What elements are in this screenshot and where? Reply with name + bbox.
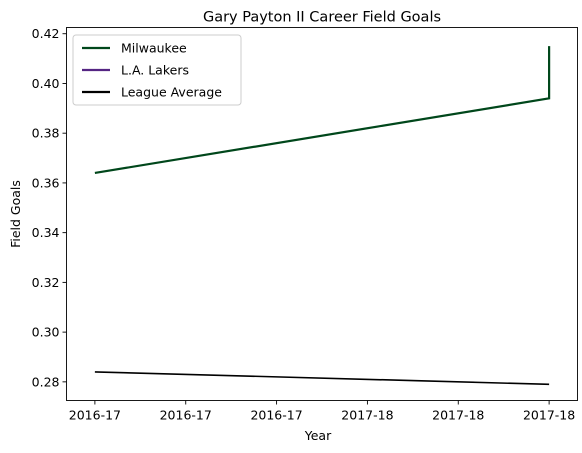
y-tick-label-2: 0.32 [32,275,60,290]
x-tick-label-4: 2017-18 [432,408,484,423]
y-axis: 0.28 0.30 0.32 0.34 0.36 0.38 0.40 0.42 [32,26,67,389]
plot-frame [66,27,578,401]
x-tick-label-3: 2017-18 [341,408,393,423]
legend-box [72,34,242,106]
y-tick-label-7: 0.42 [32,26,60,41]
y-tick-label-3: 0.34 [32,225,60,240]
legend-label-2: League Average [121,85,222,100]
legend-label-1: L.A. Lakers [121,63,189,78]
x-tick-label-0: 2016-17 [69,408,121,423]
series-line-2 [94,371,550,386]
chart-title: Gary Payton II Career Field Goals [203,10,441,26]
x-axis-label: Year [304,428,332,443]
x-tick-label-1: 2016-17 [160,408,212,423]
plot-area [94,46,551,386]
legend-label-0: Milwaukee [121,41,187,56]
x-tick-label-5: 2017-18 [523,408,575,423]
y-tick-label-0: 0.28 [32,374,60,389]
y-tick-label-5: 0.38 [32,126,60,141]
x-tick-label-2: 2016-17 [250,408,302,423]
y-axis-label: Field Goals [8,180,23,248]
x-axis: 2016-17 2016-17 2016-17 2017-18 2017-18 2017-… [69,400,575,423]
series-line-0 [94,46,551,175]
y-tick-label-6: 0.40 [32,76,60,91]
y-tick-label-4: 0.36 [32,175,60,190]
y-tick-label-1: 0.30 [32,325,60,340]
legend: Milwaukee L.A. Lakers League Average [72,34,242,106]
